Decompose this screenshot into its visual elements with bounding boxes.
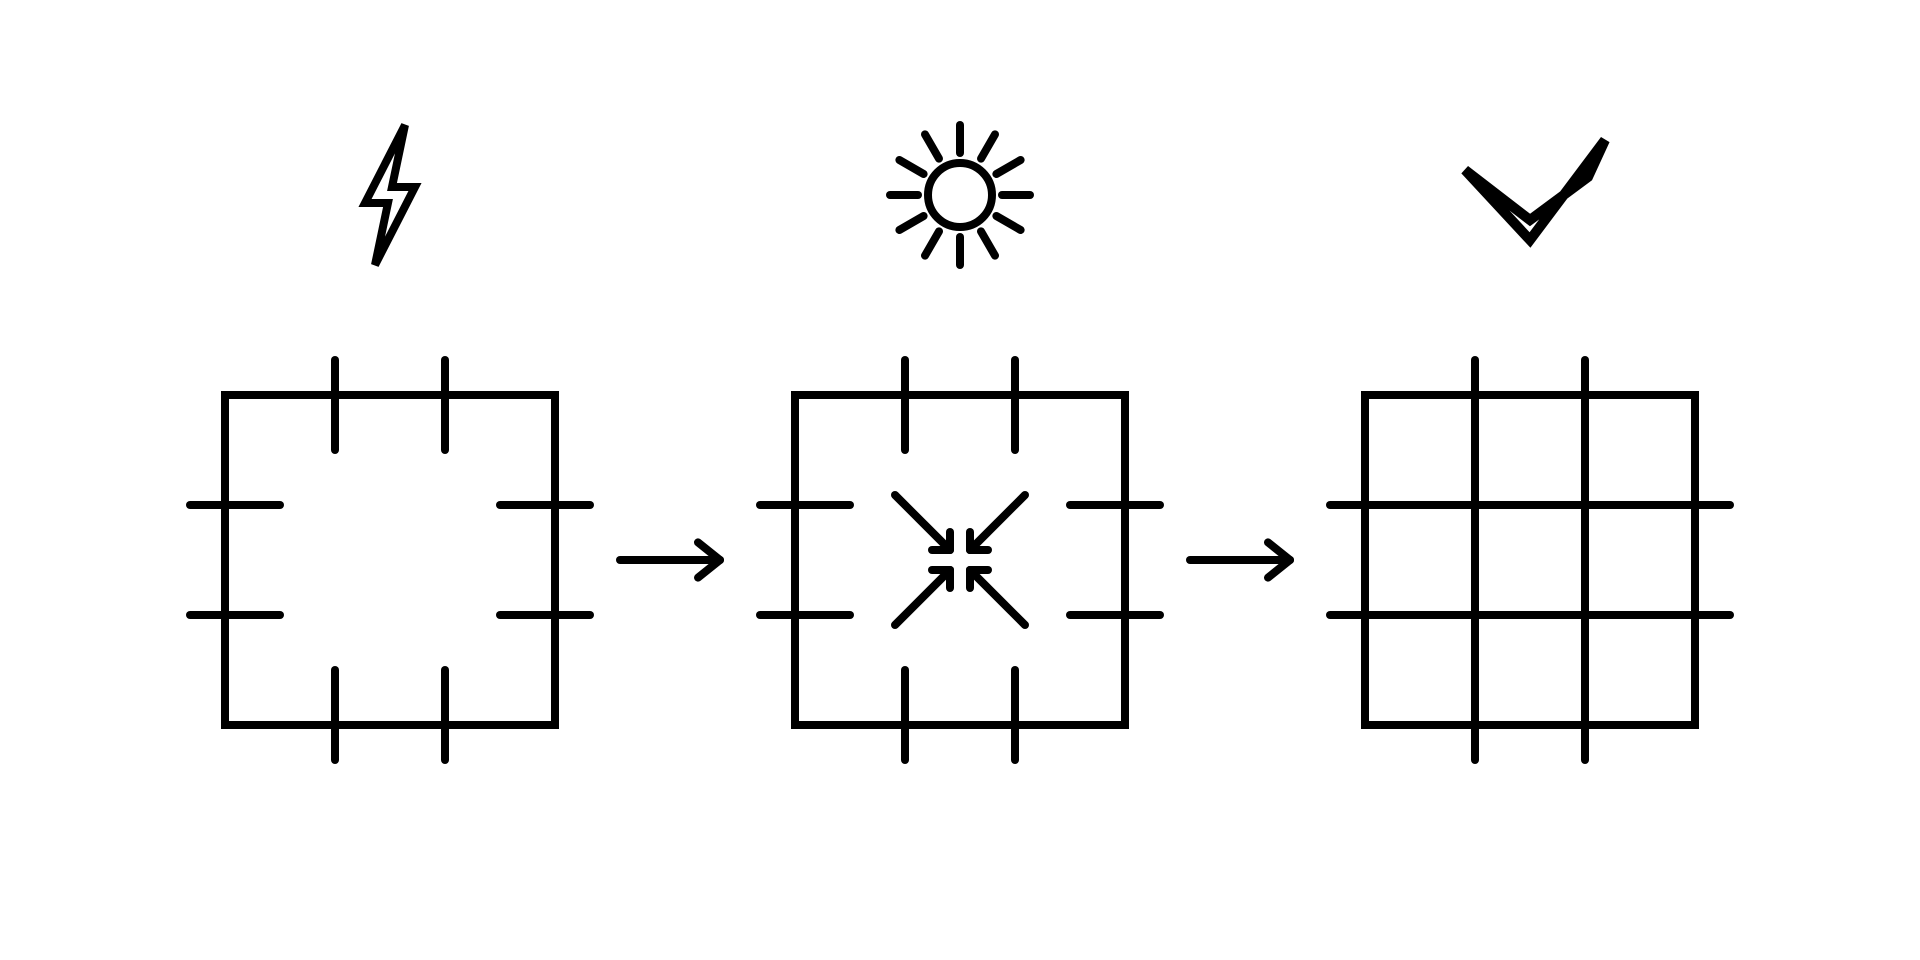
- process-diagram: [0, 0, 1920, 960]
- diagram-canvas: [0, 0, 1920, 960]
